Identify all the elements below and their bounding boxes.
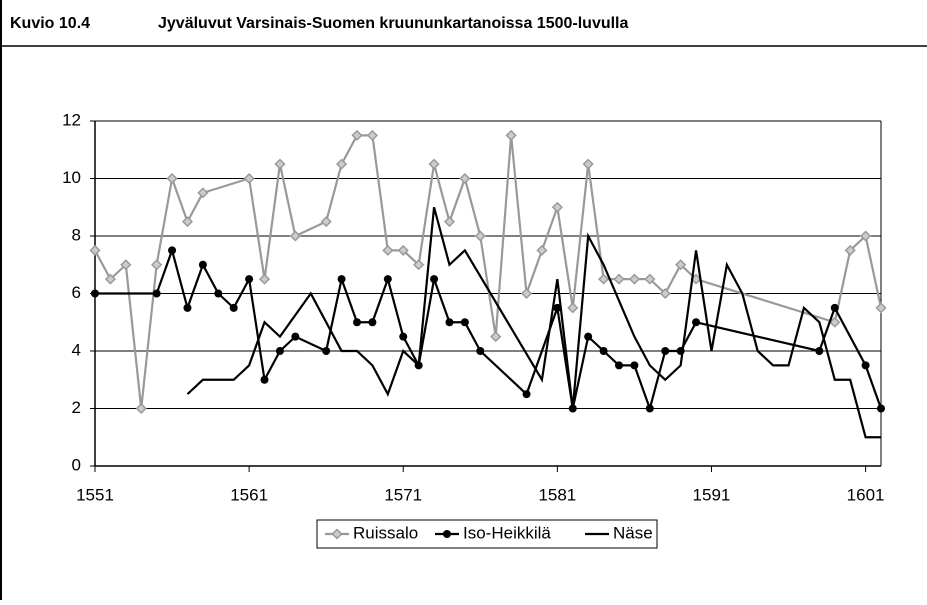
point [91,289,99,298]
y-tick-label: 2 [72,398,81,417]
legend-marker [443,530,451,538]
series-line [186,206,881,439]
point [353,318,361,327]
point [322,347,331,355]
point [168,246,177,255]
point [598,273,610,285]
x-tick-label: 1601 [847,485,885,504]
point [135,402,147,415]
point [428,158,440,170]
legend-label: Näse [613,523,653,542]
x-tick-label: 1571 [384,485,422,504]
point [399,332,408,341]
point [645,404,654,413]
point [861,361,870,370]
point [628,273,640,285]
point [289,230,301,242]
point [551,201,563,213]
point [692,318,701,327]
point [243,172,255,185]
point [291,332,300,341]
y-tick-label: 4 [72,340,81,359]
point [181,216,194,228]
point [351,129,363,141]
x-tick-label: 1561 [230,485,268,504]
legend-marker [331,528,343,540]
point [599,347,608,355]
point [505,129,517,141]
point [520,287,533,300]
point [430,275,439,284]
point [229,303,238,312]
point [320,216,332,228]
point [875,302,887,314]
point [474,230,486,242]
point [536,244,548,256]
point [183,303,192,312]
point [567,302,579,314]
point [582,158,594,170]
point [490,331,502,343]
chart-title: Jyväluvut Varsinais-Suomen kruununkartan… [158,15,629,32]
point [274,158,286,170]
point [675,259,687,271]
y-tick-label: 6 [72,283,81,302]
figure-label: Kuvio 10.4 [10,15,90,32]
legend-label: Iso-Heikkilä [463,523,551,542]
point [214,289,223,298]
x-tick-label: 1591 [693,485,731,504]
point [245,275,254,284]
point [397,244,409,256]
point [615,361,623,370]
point [830,303,839,312]
point [120,259,132,271]
point [829,316,841,328]
point [198,260,207,269]
point [104,273,116,285]
point [659,287,671,300]
point [459,172,471,185]
point [553,303,562,312]
point [197,187,209,199]
point [89,244,101,256]
point [522,390,531,399]
x-tick-label: 1581 [538,485,576,504]
legend-label: Ruissalo [353,523,418,542]
point [258,273,271,285]
y-tick-label: 8 [72,225,81,244]
point [815,347,824,355]
x-tick-label: 1551 [76,485,114,504]
point [613,273,625,285]
point [584,332,593,341]
point [366,129,378,141]
point [460,318,469,327]
point [368,318,377,327]
point [445,318,454,327]
point [336,158,348,170]
point [630,361,639,370]
point [644,273,656,285]
point [166,172,178,185]
point [260,375,269,384]
point [151,259,163,271]
point [382,244,394,256]
point [413,259,425,271]
point [443,216,456,228]
point [275,347,284,355]
legend-box [316,519,658,549]
point [152,289,161,298]
point [383,275,392,284]
y-tick-label: 0 [72,455,81,474]
point [476,347,485,355]
y-tick-label: 12 [62,110,81,129]
point [860,230,872,242]
point [337,275,346,284]
point [661,347,670,355]
y-tick-label: 10 [62,168,81,187]
point [844,244,856,256]
point [877,404,885,413]
